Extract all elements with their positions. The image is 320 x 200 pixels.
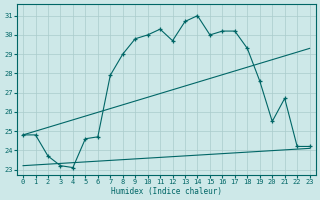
X-axis label: Humidex (Indice chaleur): Humidex (Indice chaleur) bbox=[111, 187, 222, 196]
